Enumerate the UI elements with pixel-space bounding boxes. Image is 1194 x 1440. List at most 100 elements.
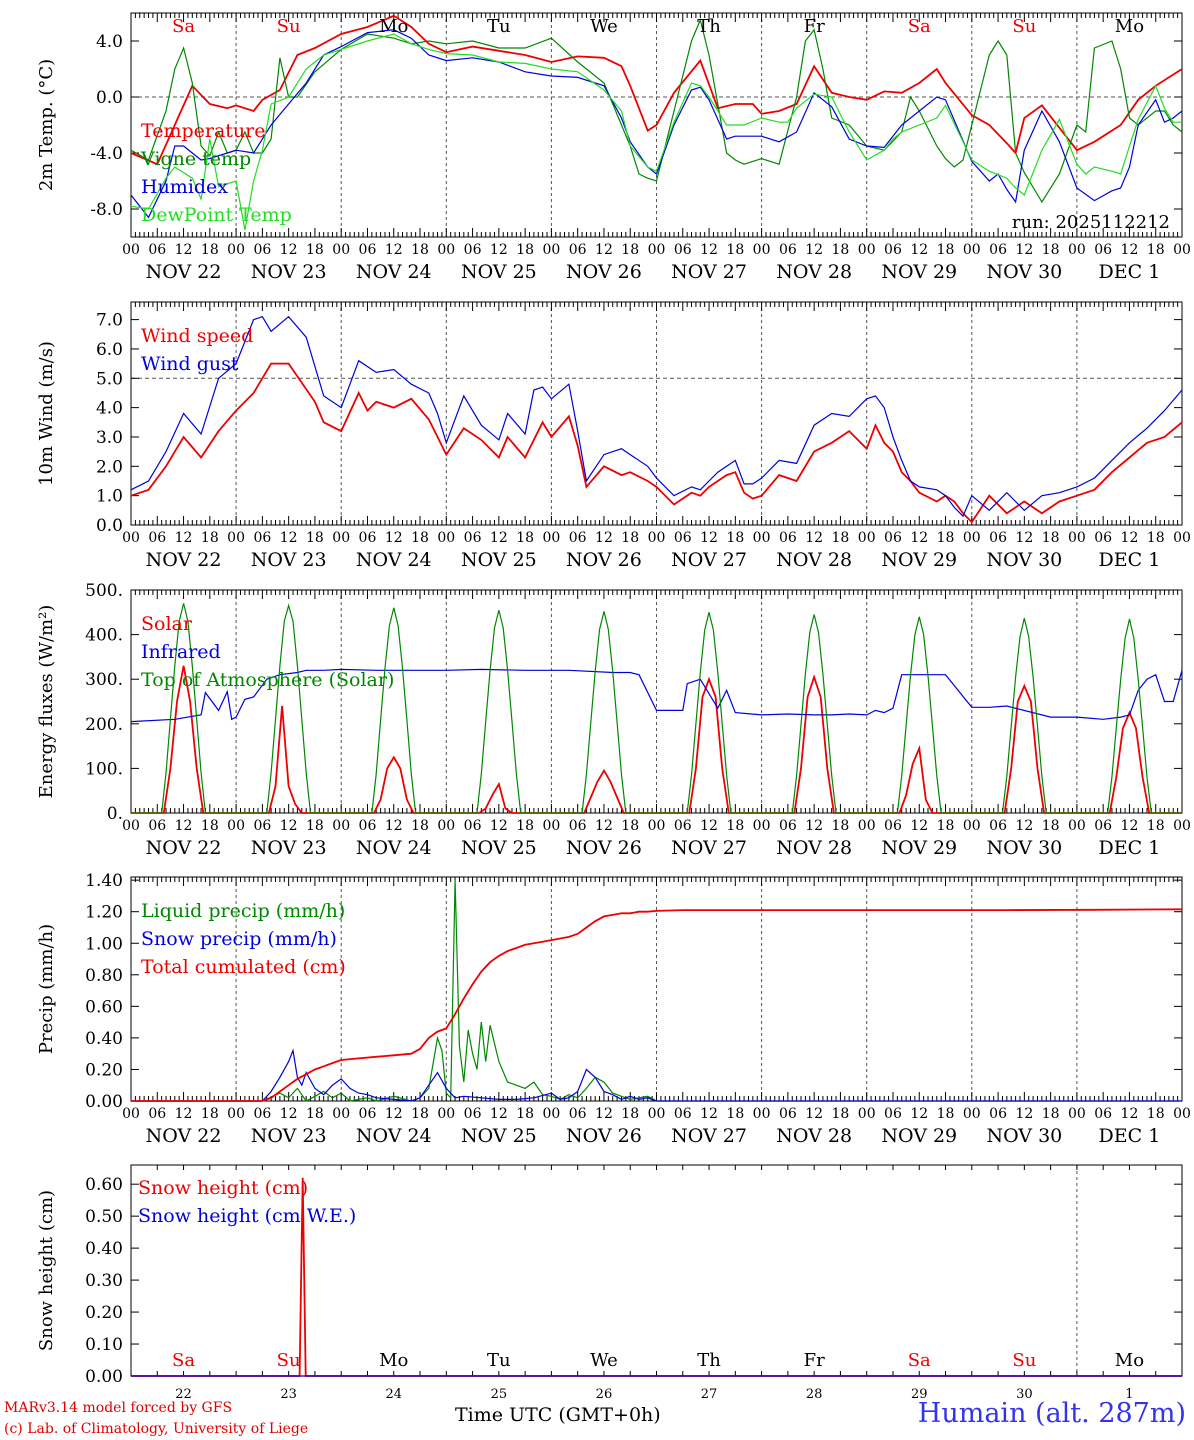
hour-tick-label: 12 — [805, 242, 823, 258]
hour-tick-label: 18 — [411, 818, 429, 834]
date-label: NOV 24 — [356, 837, 432, 859]
hour-tick-label: 12 — [280, 818, 298, 834]
hour-tick-label: 00 — [227, 818, 245, 834]
hour-tick-label: 12 — [700, 242, 718, 258]
hour-tick-label: 06 — [148, 242, 166, 258]
hour-tick-label: 12 — [700, 530, 718, 546]
hour-tick-label: 12 — [280, 530, 298, 546]
hour-tick-label: 00 — [437, 242, 455, 258]
hour-tick-label: 06 — [464, 242, 482, 258]
date-label: NOV 27 — [671, 261, 747, 283]
date-label: NOV 23 — [251, 1125, 327, 1147]
panel-frame — [131, 302, 1182, 525]
weekday-label: Sa — [172, 1350, 195, 1371]
hour-tick-label: 00 — [963, 530, 981, 546]
hour-tick-label: 18 — [832, 530, 850, 546]
hour-tick-label: 12 — [175, 818, 193, 834]
y-axis-title: 2m Temp. (°C) — [36, 59, 57, 191]
y-tick-label: 0.0 — [96, 88, 123, 108]
hour-tick-label: 06 — [674, 242, 692, 258]
site-label: Humain (alt. 287m) — [918, 1398, 1186, 1429]
hour-tick-label: 00 — [1068, 818, 1086, 834]
legend-entry: Top of Atmosphere (Solar) — [141, 669, 394, 691]
weekday-label: Tu — [487, 1350, 511, 1371]
hour-tick-label: 00 — [122, 1106, 140, 1122]
hour-tick-label: 18 — [621, 530, 639, 546]
hour-tick-label: 06 — [1094, 530, 1112, 546]
hour-tick-label: 12 — [385, 818, 403, 834]
hour-tick-label: 00 — [963, 1106, 981, 1122]
date-label: NOV 30 — [986, 549, 1062, 571]
y-tick-label: -4.0 — [90, 144, 123, 164]
date-label: NOV 30 — [986, 261, 1062, 283]
hour-tick-label: 18 — [1147, 818, 1165, 834]
hour-tick-label: 12 — [490, 242, 508, 258]
hour-tick-label: 06 — [989, 818, 1007, 834]
hour-tick-label: 06 — [148, 818, 166, 834]
hour-tick-label: 12 — [280, 1106, 298, 1122]
hour-tick-label: 00 — [542, 242, 560, 258]
date-label: NOV 22 — [146, 261, 222, 283]
hour-tick-label: 00 — [122, 818, 140, 834]
date-label: NOV 26 — [566, 1125, 642, 1147]
hour-tick-label: 00 — [1173, 1106, 1191, 1122]
hour-tick-label: 12 — [805, 1106, 823, 1122]
legend-entry: Temperature — [141, 120, 265, 142]
hour-tick-label: 00 — [858, 242, 876, 258]
legend-entry: DewPoint Temp — [141, 204, 292, 226]
weekday-label: Sa — [908, 1350, 931, 1371]
hour-tick-label: 00 — [648, 1106, 666, 1122]
weekday-label: Su — [1012, 1350, 1036, 1371]
hour-tick-label: 06 — [359, 530, 377, 546]
hour-tick-label: 18 — [201, 818, 219, 834]
hour-tick-label: 18 — [621, 242, 639, 258]
hour-tick-label: 06 — [359, 818, 377, 834]
date-label: NOV 27 — [671, 1125, 747, 1147]
hour-tick-label: 00 — [227, 1106, 245, 1122]
hour-tick-label: 06 — [884, 1106, 902, 1122]
run-label: run: 2025112212 — [1012, 212, 1170, 233]
hour-tick-label: 18 — [516, 530, 534, 546]
hour-tick-label: 12 — [385, 1106, 403, 1122]
date-label: NOV 27 — [671, 837, 747, 859]
hour-tick-label: 00 — [227, 530, 245, 546]
hour-tick-label: 12 — [595, 530, 613, 546]
hour-tick-label: 12 — [700, 1106, 718, 1122]
hour-tick-label: 06 — [989, 530, 1007, 546]
credits-lab: (c) Lab. of Climatology, University of L… — [4, 1421, 308, 1437]
legend-entry: Solar — [141, 613, 193, 635]
hour-tick-label: 12 — [595, 818, 613, 834]
date-label: NOV 22 — [146, 837, 222, 859]
weekday-label: Mo — [1115, 16, 1144, 37]
date-label: NOV 28 — [776, 261, 852, 283]
hour-tick-label: 00 — [858, 1106, 876, 1122]
hour-tick-label: 06 — [148, 1106, 166, 1122]
y-tick-label: 1.20 — [85, 903, 123, 923]
date-label: DEC 1 — [1099, 1125, 1161, 1147]
hour-tick-label: 00 — [1068, 242, 1086, 258]
hour-tick-label: 00 — [332, 242, 350, 258]
hour-tick-label: 06 — [674, 530, 692, 546]
hour-tick-label: 12 — [385, 242, 403, 258]
y-axis-title: Snow height (cm) — [36, 1190, 57, 1351]
y-tick-label: 1.00 — [85, 934, 123, 954]
y-tick-label: 2.0 — [96, 457, 123, 477]
day-number-label: 24 — [385, 1387, 402, 1402]
hour-tick-label: 12 — [1121, 530, 1139, 546]
panel-2 — [131, 302, 1182, 525]
hour-tick-label: 00 — [858, 530, 876, 546]
hour-tick-label: 00 — [858, 818, 876, 834]
date-label: NOV 24 — [356, 549, 432, 571]
hour-tick-label: 18 — [411, 1106, 429, 1122]
hour-tick-label: 06 — [359, 242, 377, 258]
legend-entry: Wind speed — [141, 325, 253, 347]
hour-tick-label: 00 — [332, 818, 350, 834]
y-tick-label: 200. — [85, 715, 123, 735]
hour-tick-label: 12 — [805, 530, 823, 546]
hour-tick-label: 00 — [1173, 818, 1191, 834]
hour-tick-label: 00 — [648, 818, 666, 834]
y-tick-label: 0.30 — [85, 1271, 123, 1291]
hour-tick-label: 12 — [1015, 1106, 1033, 1122]
hour-tick-label: 06 — [464, 1106, 482, 1122]
weekday-label: Fr — [804, 16, 825, 37]
